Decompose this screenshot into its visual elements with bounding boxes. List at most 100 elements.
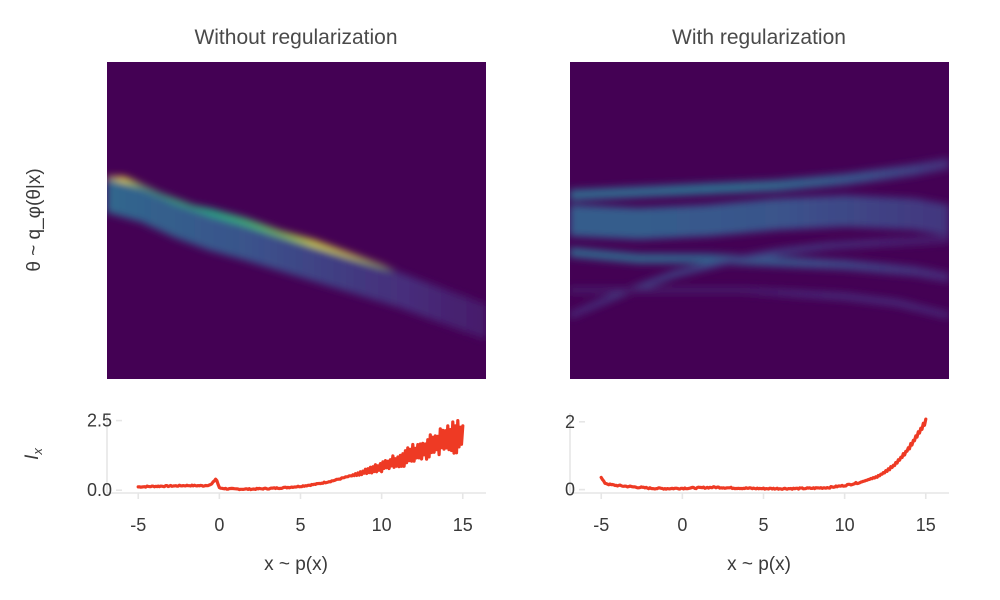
heatmap-band-4-cell — [796, 290, 805, 297]
heatmap-band-4-cell — [702, 287, 710, 294]
heatmap-band-2-cell — [283, 238, 291, 274]
heatmap-band-5-cell — [822, 196, 830, 228]
heatmap-band-4-cell — [570, 287, 577, 294]
heatmap-band-1-cell — [777, 179, 786, 191]
heatmap-band-2-cell — [916, 267, 925, 278]
heatmap-band-2-cell — [359, 261, 367, 297]
left-panel-title: Without regularization — [194, 26, 397, 49]
heatmap-band-0-cell — [314, 242, 323, 254]
heatmap-band-3-cell — [601, 297, 609, 304]
heatmap-band-5-cell — [777, 198, 786, 230]
heatmap-band-5-cell — [645, 207, 653, 240]
right-line-series — [599, 417, 928, 491]
heatmap-band-2-cell — [378, 267, 386, 303]
heatmap-band-2-cell — [796, 258, 805, 268]
heatmap-band-0-cell — [220, 212, 228, 224]
heatmap-band-4-cell — [664, 287, 672, 294]
heatmap-band-2-cell — [695, 253, 704, 264]
heatmap-band-5-cell — [689, 205, 697, 238]
heatmap-band-3-cell — [796, 246, 805, 253]
heatmap-band-1-cell — [803, 177, 811, 189]
heatmap-band-1-cell — [601, 187, 609, 200]
heatmap-band-5-cell — [916, 199, 925, 232]
heatmap-band-4-cell — [923, 307, 931, 314]
heatmap-band-3-cell — [695, 264, 704, 272]
heatmap-band-4-cell — [910, 303, 918, 311]
heatmap-band-3-cell — [607, 294, 615, 302]
heatmap-band-2-cell — [175, 204, 184, 240]
heatmap-band-2-cell — [308, 245, 316, 281]
heatmap-band-4-cell — [822, 292, 830, 299]
heatmap-band-2-cell — [935, 271, 944, 281]
heatmap-band-5-cell — [588, 205, 596, 238]
heatmap-band-4-cell — [632, 287, 640, 294]
heatmap-band-2-cell — [453, 294, 462, 329]
heatmap-band-5-cell — [935, 202, 944, 235]
left-ytick-label: 0.0 — [87, 480, 112, 500]
left-line-ylabel-main: I — [22, 454, 43, 460]
right-ytick-label: 0 — [565, 480, 575, 500]
heatmap-band-1-cell — [740, 181, 748, 193]
heatmap-band-1-cell — [752, 181, 760, 193]
heatmap-band-2-cell — [670, 253, 678, 264]
heatmap-band-3-cell — [676, 269, 685, 276]
heatmap-band-1-cell — [771, 180, 779, 192]
heatmap-band-2-cell — [125, 183, 133, 219]
heatmap-band-2-cell — [765, 256, 773, 267]
heatmap-band-5-cell — [664, 206, 672, 239]
heatmap-band-3-cell — [651, 277, 659, 285]
heatmap-band-0-cell — [239, 217, 247, 229]
heatmap-band-1-cell — [872, 169, 881, 181]
heatmap-band-2-cell — [866, 262, 874, 272]
heatmap-band-3-cell — [923, 237, 931, 244]
heatmap-band-5-cell — [765, 199, 773, 231]
heatmap-band-1-cell — [594, 188, 603, 200]
heatmap-band-2-cell — [107, 178, 114, 214]
heatmap-band-1-cell — [759, 180, 767, 192]
heatmap-band-3-cell — [588, 302, 596, 310]
heatmap-band-4-cell — [897, 300, 906, 308]
heatmap-band-4-cell — [771, 289, 779, 296]
heatmap-band-2-cell — [245, 226, 253, 262]
right-panel-title: With regularization — [672, 26, 846, 49]
heatmap-band-1-cell — [790, 178, 798, 190]
heatmap-band-1-cell — [910, 164, 918, 176]
heatmap-band-4-cell — [714, 287, 723, 294]
heatmap-band-2-cell — [847, 260, 855, 271]
heatmap-band-2-cell — [771, 256, 779, 267]
heatmap-band-1-cell — [942, 158, 949, 170]
heatmap-band-1-cell — [702, 183, 710, 195]
heatmap-band-4-cell — [860, 295, 868, 302]
heatmap-band-2-cell — [264, 232, 272, 268]
heatmap-band-4-cell — [733, 287, 742, 294]
heatmap-band-3-cell — [727, 257, 735, 264]
left-heatmap — [107, 62, 486, 379]
heatmap-band-3-cell — [815, 243, 824, 251]
heatmap-band-0-cell — [258, 224, 266, 236]
heatmap-band-4-cell — [759, 288, 767, 295]
heatmap-band-5-cell — [784, 197, 792, 230]
heatmap-band-1-cell — [834, 174, 843, 186]
heatmap-band-3-cell — [853, 240, 862, 248]
heatmap-band-1-cell — [638, 186, 647, 198]
heatmap-band-0-cell — [213, 210, 222, 222]
heatmap-band-0-cell — [226, 214, 234, 226]
heatmap-band-5-cell — [626, 207, 634, 240]
heatmap-band-1-cell — [841, 173, 849, 185]
heatmap-band-2-cell — [607, 251, 615, 261]
heatmap-band-2-cell — [131, 185, 140, 221]
heatmap-band-5-cell — [923, 200, 931, 233]
heatmap-band-5-cell — [929, 201, 937, 234]
left-xtick-label: 5 — [295, 515, 305, 535]
heatmap-band-2-cell — [815, 258, 824, 269]
heatmap-band-2-cell — [302, 244, 310, 279]
heatmap-band-3-cell — [582, 305, 590, 312]
heatmap-band-4-cell — [929, 308, 937, 315]
heatmap-band-4-cell — [904, 302, 912, 309]
heatmap-band-5-cell — [676, 205, 685, 238]
heatmap-band-2-cell — [422, 282, 430, 318]
heatmap-band-1-cell — [866, 170, 874, 182]
heatmap-band-1-cell — [929, 160, 937, 172]
right-ytick-label: 2 — [565, 412, 575, 432]
heatmap-band-3-cell — [885, 239, 893, 246]
